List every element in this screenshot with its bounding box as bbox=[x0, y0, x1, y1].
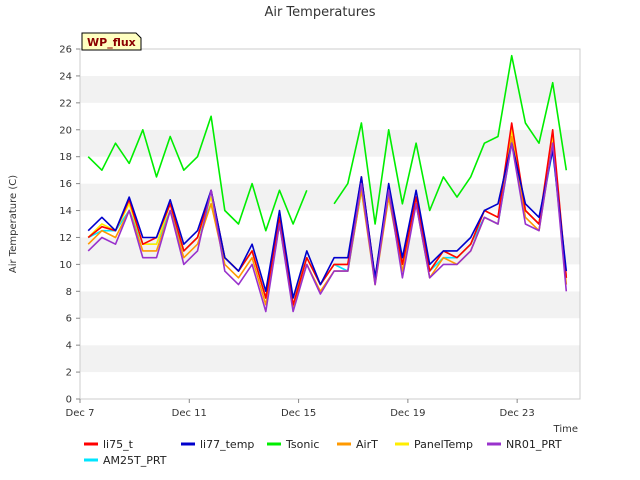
y-tick-label: 16 bbox=[59, 179, 72, 190]
grid-band bbox=[80, 129, 580, 157]
legend: li75_t li77_temp Tsonic AirT PanelTemp NR01_P… bbox=[84, 438, 562, 467]
grid-band bbox=[80, 49, 580, 76]
wp-flux-badge: WP_flux bbox=[81, 32, 142, 51]
grid-band bbox=[80, 318, 580, 346]
legend-label-li75-t: li75_t bbox=[103, 438, 134, 451]
y-tick-label: 26 bbox=[59, 45, 72, 56]
series-line-li77-temp bbox=[87, 142, 568, 299]
y-tick-label: 14 bbox=[59, 206, 72, 217]
x-tick-label: Dec 15 bbox=[281, 408, 316, 419]
y-tick-label: 0 bbox=[66, 395, 72, 406]
grid-bands bbox=[80, 49, 580, 399]
x-axis-title: Time bbox=[553, 424, 578, 435]
x-axis: Dec 7 Dec 11 Dec 15 Dec 19 Dec 23 bbox=[66, 399, 535, 419]
x-tick-label: Dec 23 bbox=[500, 408, 535, 419]
grid-band bbox=[80, 75, 580, 103]
y-tick-label: 2 bbox=[66, 368, 72, 379]
x-tick-label: Dec 19 bbox=[390, 408, 425, 419]
y-tick-label: 18 bbox=[59, 152, 72, 163]
grid-band bbox=[80, 237, 580, 265]
legend-label-nr01-prt: NR01_PRT bbox=[506, 438, 562, 451]
legend-label-li77-temp: li77_temp bbox=[200, 438, 254, 451]
legend-label-tsonic: Tsonic bbox=[285, 438, 319, 451]
series-lines bbox=[87, 54, 568, 313]
badge-label: WP_flux bbox=[87, 36, 136, 49]
grid-band bbox=[80, 210, 580, 238]
y-tick-label: 10 bbox=[59, 260, 72, 271]
y-tick-label: 12 bbox=[59, 233, 72, 244]
x-tick-label: Dec 7 bbox=[66, 408, 95, 419]
y-tick-label: 22 bbox=[59, 98, 72, 109]
y-axis-title: Air Temperature (C) bbox=[8, 175, 19, 273]
y-tick-label: 8 bbox=[66, 287, 72, 298]
grid-band bbox=[80, 102, 580, 130]
y-tick-label: 6 bbox=[66, 314, 72, 325]
grid-band bbox=[80, 291, 580, 319]
series-line-tsonic bbox=[87, 54, 568, 232]
y-tick-label: 24 bbox=[59, 71, 72, 82]
legend-label-airt: AirT bbox=[356, 438, 378, 451]
x-tick-label: Dec 11 bbox=[172, 408, 207, 419]
legend-label-am25t-prt: AM25T_PRT bbox=[103, 454, 167, 467]
grid-band bbox=[80, 183, 580, 211]
series-line-li75-t bbox=[87, 122, 568, 306]
grid-band bbox=[80, 345, 580, 373]
grid-band bbox=[80, 156, 580, 184]
plot-area bbox=[79, 48, 581, 400]
chart-title: Air Temperatures bbox=[264, 5, 375, 20]
y-tick-label: 20 bbox=[59, 125, 72, 136]
grid-band bbox=[80, 372, 580, 399]
legend-label-paneltemp: PanelTemp bbox=[414, 438, 473, 451]
y-tick-label: 4 bbox=[66, 341, 72, 352]
series-line-nr01-prt bbox=[87, 142, 568, 313]
